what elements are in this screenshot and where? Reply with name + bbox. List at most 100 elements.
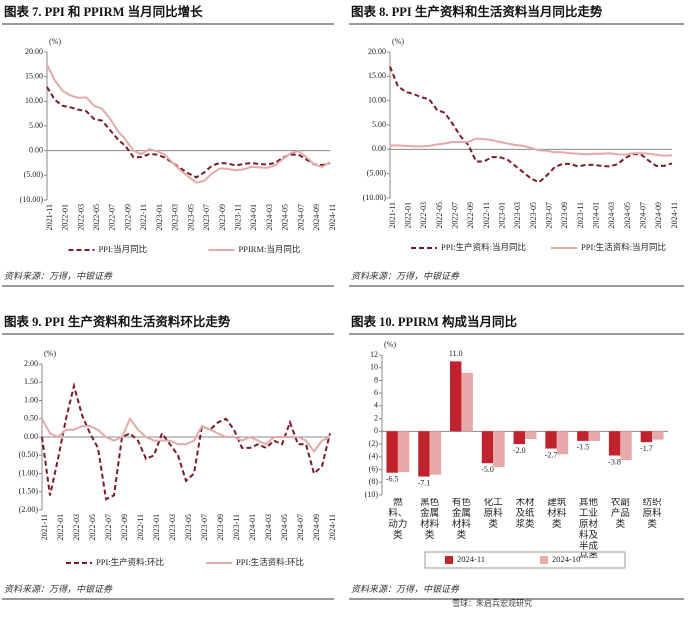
x-tick-label: 2024-03	[607, 202, 616, 229]
x-tick-label: 2024-11	[670, 202, 679, 228]
bar	[429, 431, 442, 475]
y-tick-label: (10.00)	[20, 195, 44, 204]
x-tick-label: 2023-09	[560, 202, 569, 229]
x-tick-label: 2023-11	[576, 202, 585, 228]
y-tick-label: (8)	[369, 477, 379, 486]
x-tick-label: 2022-01	[403, 202, 412, 229]
source: 资料来源：万得，中银证券	[4, 584, 113, 594]
x-label-box: 建筑材料类	[547, 498, 567, 530]
bar	[588, 431, 600, 441]
x-tick-label: 2023-07	[202, 204, 211, 231]
y-tick-label: 0.00	[29, 145, 43, 154]
x-tick-label: 2022-01	[56, 514, 65, 541]
x-tick-label: 2024-11	[328, 204, 337, 230]
x-tick-label: 2023-05	[186, 204, 195, 231]
bar	[397, 431, 410, 473]
x-tick-label: 2023-09	[218, 204, 227, 231]
x-tick-label: 2024-01	[248, 514, 257, 541]
x-tick-label: 2023-01	[152, 514, 161, 541]
value-label: -1.5	[576, 443, 589, 452]
x-tick-label: 2022-03	[76, 204, 85, 231]
x-tick-label: 黑色金属材料类	[420, 498, 440, 541]
y-tick-label: 2	[374, 413, 378, 422]
y-tick-label: 0.00	[24, 432, 38, 441]
x-tick-label: 2023-05	[184, 514, 193, 541]
bar	[620, 431, 632, 460]
legend-label: PPI:生产资料:环比	[96, 557, 164, 567]
legend-label: PPI:生活资料:当月同比	[581, 242, 666, 252]
x-tick-label: 2022-09	[123, 204, 132, 231]
y-tick-label: 0.50	[24, 414, 38, 423]
bar	[652, 431, 664, 440]
y-tick-label: 6	[374, 388, 378, 397]
x-tick-label: 2024-09	[654, 202, 663, 229]
bar	[418, 431, 430, 477]
chart-title: 图表 9. PPI 生产资料和生活资料环比走势	[4, 314, 231, 329]
bar	[386, 431, 398, 473]
x-tick-label: 有色金属材料类	[451, 498, 471, 541]
value-label: -2.0	[513, 446, 526, 455]
bar	[608, 431, 621, 456]
bar	[450, 361, 462, 432]
value-label: -1.7	[640, 444, 653, 453]
value-label: -6.5	[386, 475, 399, 484]
x-tick-label: 2021-11	[45, 204, 54, 230]
legend-swatch	[540, 556, 548, 564]
y-tick-label: (2)	[369, 439, 379, 448]
bar	[556, 431, 569, 455]
x-label-box: 燃料、动力类	[388, 498, 408, 541]
x-tick-label: 2024-01	[249, 204, 258, 231]
x-tick-label: 2023-09	[216, 514, 225, 541]
chart-title: 图表 7. PPI 和 PPIRM 当月同比增长	[4, 4, 203, 19]
x-tick-label: 2024-05	[623, 202, 632, 229]
x-tick-label: 燃料、动力类	[388, 498, 408, 541]
x-tick-label: 2024-09	[312, 514, 321, 541]
y-tick-label: 15.00	[368, 71, 386, 80]
x-label-box: 化工原料类	[483, 498, 503, 530]
x-tick-label: 纺织原料类	[642, 498, 662, 530]
y-tick-label: 20.00	[25, 47, 43, 56]
x-tick-label: 2022-07	[450, 202, 459, 229]
x-tick-label: 2022-11	[482, 202, 491, 228]
y-tick-label: (1.00)	[19, 468, 39, 477]
series-line	[41, 416, 331, 454]
x-tick-label: 2022-03	[419, 202, 428, 229]
x-tick-label: 木材及纸浆类	[515, 498, 535, 530]
y-tick-label: 2.00	[24, 359, 38, 368]
legend-label: PPIRM:当月同比	[239, 244, 301, 254]
x-tick-label: 2022-07	[108, 204, 117, 231]
y-tick-label: 8	[374, 375, 378, 384]
bar	[525, 431, 537, 439]
x-tick-label: 2023-11	[233, 204, 242, 230]
x-tick-label: 2023-01	[497, 202, 506, 229]
y-tick-label: 10	[370, 363, 378, 372]
y-tick-label: 20.00	[368, 47, 386, 56]
legend-swatch	[445, 556, 453, 564]
x-tick-label: 2022-09	[120, 514, 129, 541]
series-line	[46, 86, 331, 179]
y-tick-label: 4	[374, 401, 378, 410]
legend-label: PPI:当月同比	[99, 244, 148, 254]
series-line	[390, 137, 673, 157]
x-tick-label: 2022-05	[88, 514, 97, 541]
x-label-box: 纺织原料类	[642, 498, 662, 530]
bar	[545, 431, 557, 449]
x-tick-label: 2022-05	[92, 204, 101, 231]
y-tick-label: (4)	[369, 452, 379, 461]
value-label: -3.8	[608, 457, 621, 466]
y-tick-label: 15.00	[25, 71, 43, 80]
y-tick-label: (10.00)	[363, 193, 387, 202]
x-tick-label: 2022-07	[104, 514, 113, 541]
y-tick-label: 0.00	[372, 144, 386, 153]
x-label-box: 其他工业原材料及半成品类	[579, 498, 598, 558]
value-label: 11.0	[449, 349, 463, 358]
bar	[577, 431, 589, 441]
bar	[481, 431, 494, 464]
x-tick-label: 建筑材料类	[547, 498, 567, 530]
chart-title: 图表 10. PPIRM 构成当月同比	[351, 314, 517, 329]
x-tick-label: 2022-01	[61, 204, 70, 231]
x-label-box: 黑色金属材料类	[420, 498, 440, 541]
x-tick-label: 2024-03	[265, 204, 274, 231]
x-tick-label: 2024-05	[280, 514, 289, 541]
x-tick-label: 化工原料类	[483, 498, 503, 530]
